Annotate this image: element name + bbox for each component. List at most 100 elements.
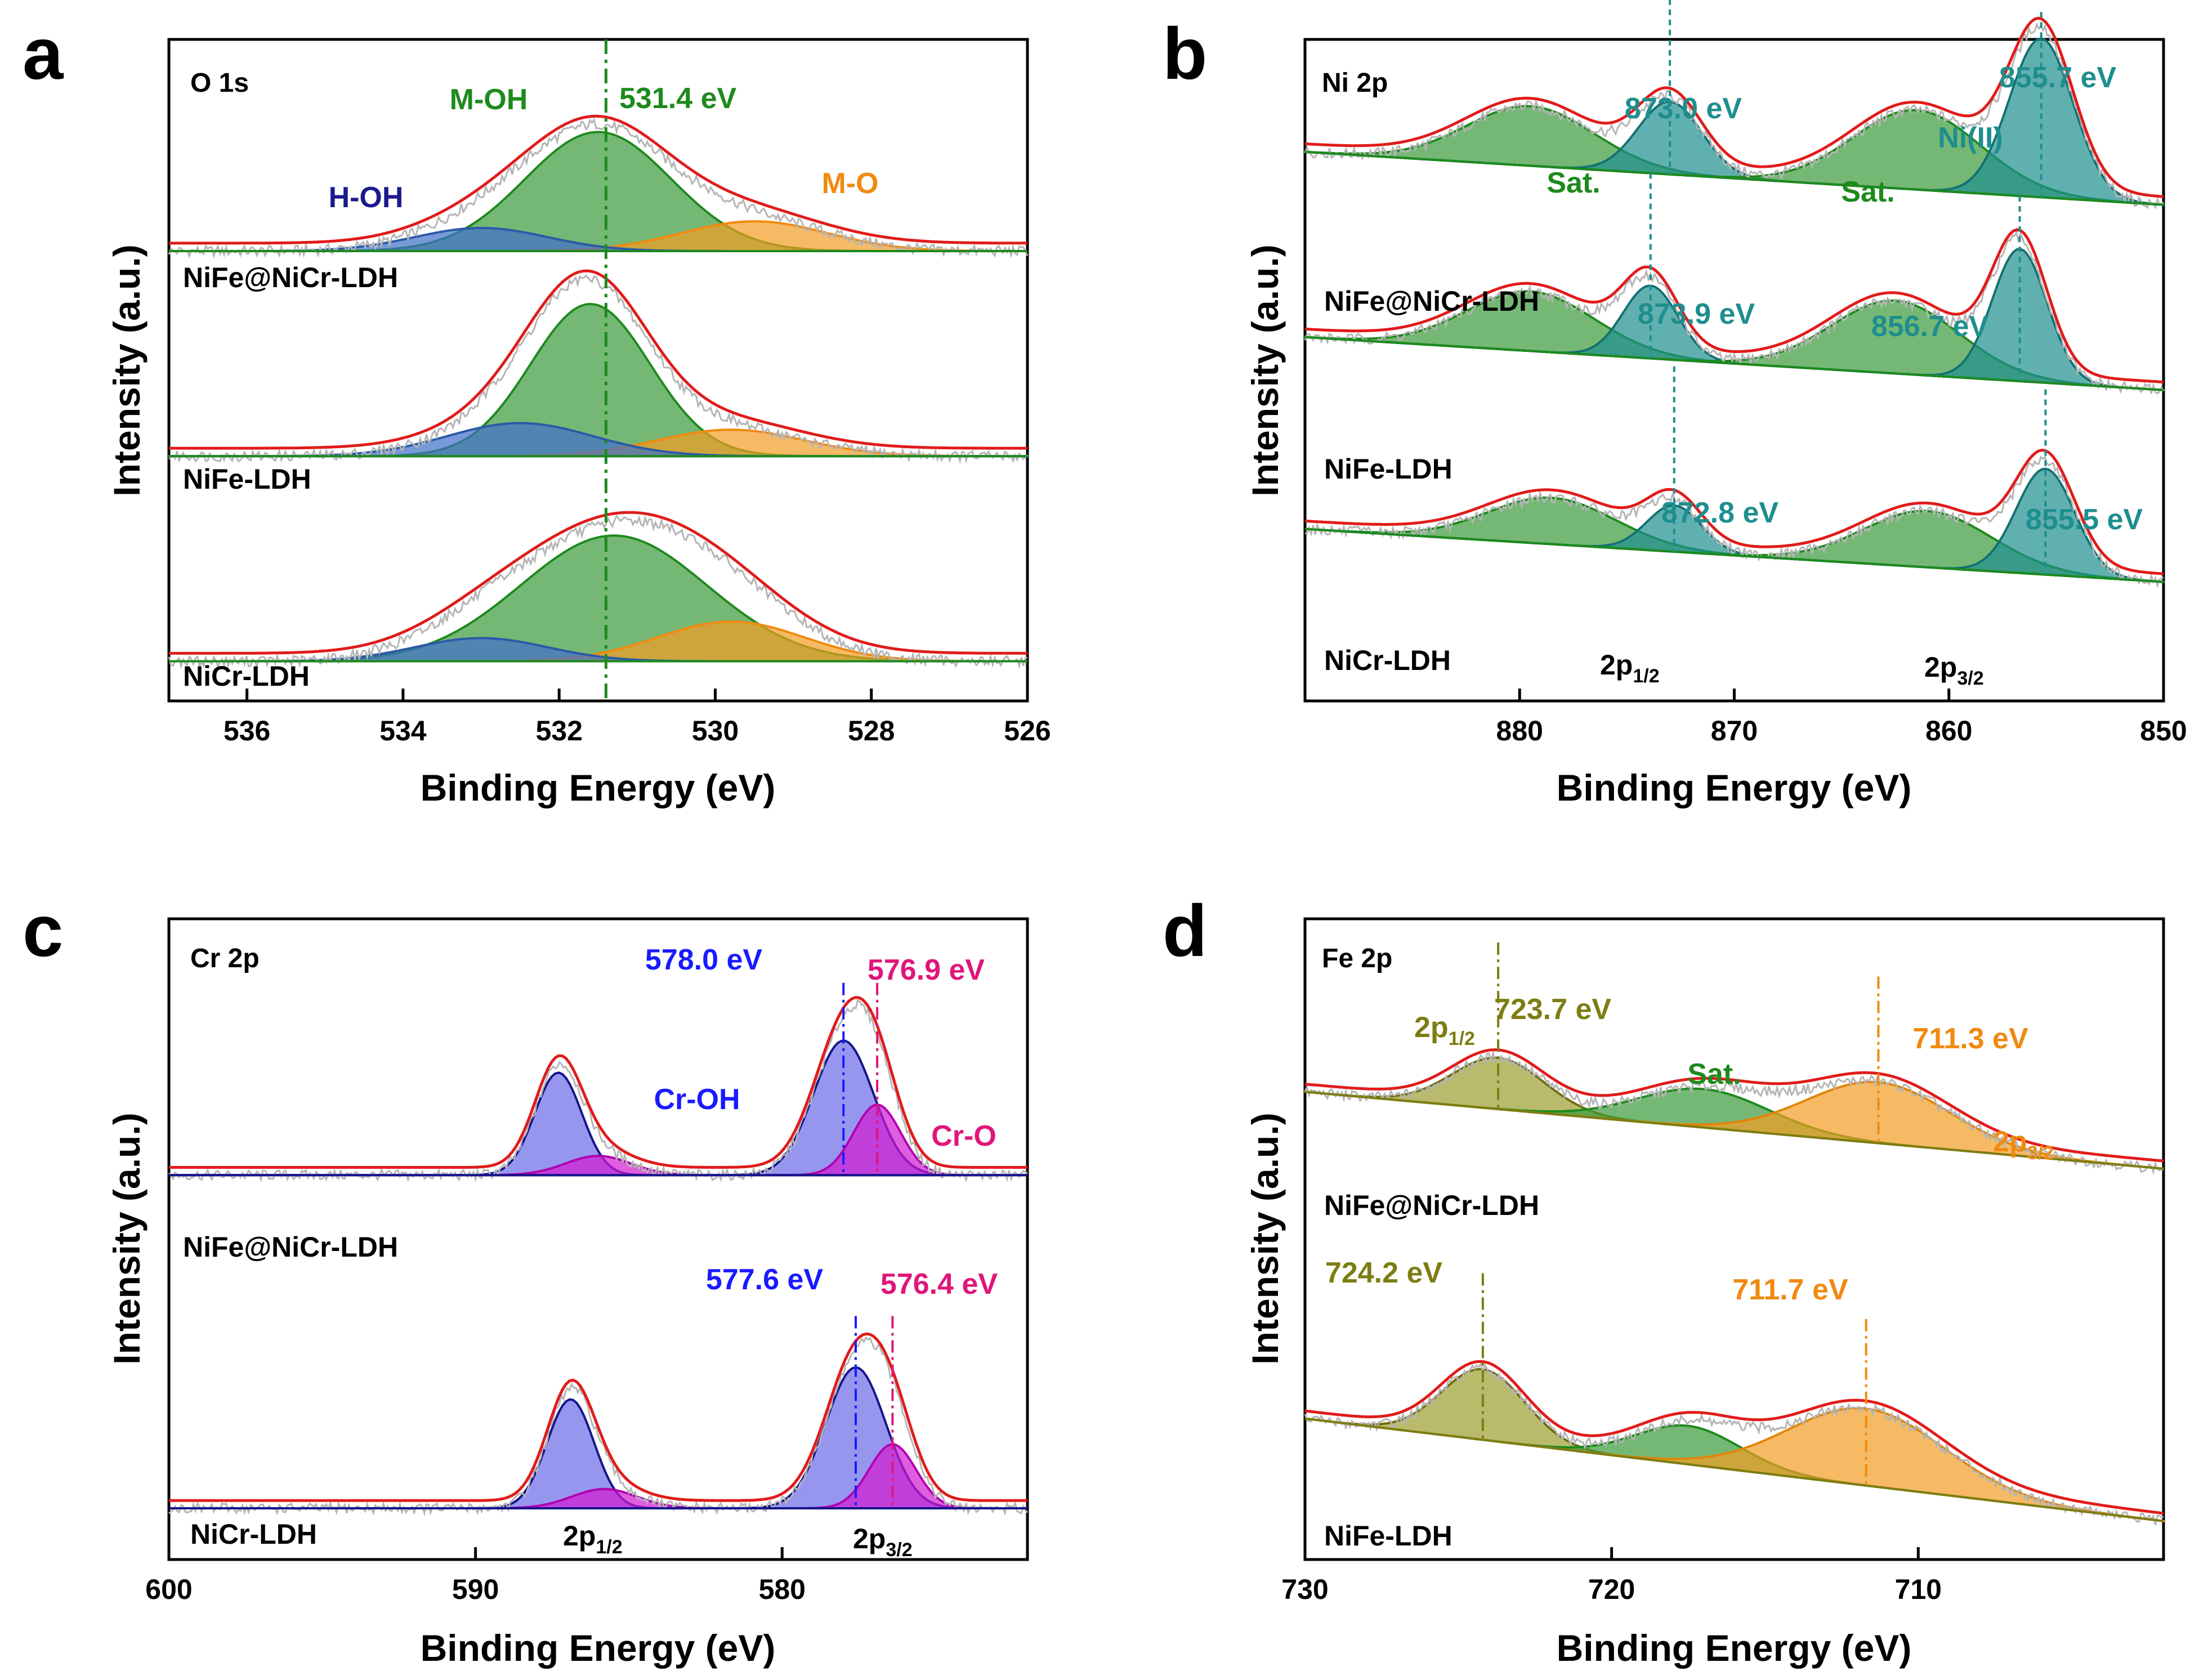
y-axis-label-a: Intensity (a.u.) [106, 244, 148, 496]
plot-frame-a [167, 38, 1029, 703]
label-ref-energy: 531.4 eV [619, 82, 736, 115]
x-tick-label-a-1: 536 [224, 715, 270, 747]
energy-label-c-4: 576.4 eV [881, 1268, 998, 1301]
raw-data-d-2 [1304, 1362, 2164, 1526]
raw-data-b-3 [1304, 455, 2164, 589]
envelope-c-1 [169, 995, 1027, 1169]
sample-label-d-2: NiFe-LDH [1324, 1520, 1452, 1552]
spin-label-c-1: 2p1/2 [563, 1520, 623, 1558]
x-tick-label-d-2: 720 [1588, 1574, 1635, 1605]
envelope-b-3 [1304, 448, 2164, 575]
x-tick-label-a-4: 530 [692, 715, 739, 747]
x-axis-label-d: Binding Energy (eV) [1557, 1627, 1912, 1669]
sample-label-c-2: NiCr-LDH [190, 1518, 317, 1550]
x-tick-label-a-3: 532 [535, 715, 582, 747]
baseline-d-1 [1304, 1091, 2164, 1170]
panel-a-o1s: a 536 534 532 530 528 526 O 1s M-OH 531.4 eV … [23, 12, 1051, 808]
energy-label-d-3: 724.2 eV [1325, 1257, 1442, 1289]
plot-area-b: 880 870 860 850 [1304, 0, 2187, 747]
panel-title-a: O 1s [190, 68, 249, 98]
energy-label-b-2: 855.7 eV [1999, 61, 2116, 94]
raw-data-b-1 [1304, 22, 2164, 210]
label-m-o: M-O [821, 167, 878, 200]
sample-label-a-2: NiFe-LDH [183, 463, 311, 495]
raw-data-b-2 [1304, 230, 2165, 395]
raw-data-a-1 [168, 117, 1029, 260]
sample-label-b-1: NiFe@NiCr-LDH [1324, 285, 1539, 317]
x-tick-label-a-6: 526 [1004, 715, 1051, 747]
baseline-d-2 [1304, 1417, 2164, 1522]
x-tick-label-d-3: 710 [1895, 1574, 1942, 1605]
panel-b-ni2p: b 880 870 860 850 Ni 2p Sat. Sat. Ni(II) 87… [1163, 0, 2187, 808]
energy-label-c-2: 576.9 eV [868, 954, 985, 986]
sample-label-c-1: NiFe@NiCr-LDH [183, 1231, 398, 1263]
envelope-a-1 [169, 114, 1028, 245]
x-tick-label-d-1: 730 [1281, 1574, 1328, 1605]
envelope-b-1 [1304, 16, 2164, 198]
spin-label-b-1: 2p1/2 [1600, 649, 1660, 687]
label-m-oh: M-OH [450, 83, 528, 116]
spin-label-c-2: 2p3/2 [853, 1523, 913, 1561]
raw-data-d-1 [1304, 1049, 2164, 1175]
peak-a-1-1 [169, 131, 1027, 252]
plot-frame-c [167, 917, 1029, 1561]
energy-label-b-1: 873.0 eV [1625, 92, 1742, 125]
energy-label-d-2: 711.3 eV [1912, 1022, 2028, 1055]
x-axis-label-b: Binding Energy (eV) [1557, 767, 1912, 808]
label-h-oh: H-OH [329, 181, 404, 214]
envelope-d-2 [1304, 1360, 2164, 1515]
raw-data-a-3 [168, 515, 1028, 669]
energy-label-b-4: 856.7 eV [1871, 310, 1988, 343]
y-axis-label-d: Intensity (a.u.) [1244, 1112, 1286, 1364]
plot-area-a: 536 534 532 530 528 526 [168, 39, 1051, 747]
plot-frame-d [1303, 917, 2165, 1561]
panel-title-c: Cr 2p [190, 944, 260, 973]
envelope-d-1 [1304, 1048, 2164, 1163]
baseline-b-2 [1304, 336, 2164, 391]
energy-label-c-3: 577.6 eV [706, 1263, 823, 1296]
panel-letter-b: b [1163, 12, 1207, 95]
energy-label-b-3: 873.9 eV [1638, 298, 1755, 330]
spin-label-d-2: 2p3/2 [1993, 1125, 2054, 1164]
panel-title-d: Fe 2p [1322, 944, 1392, 973]
sample-label-a-3: NiCr-LDH [183, 660, 310, 692]
label-sat-2: Sat. [1841, 176, 1894, 208]
x-tick-label-a-5: 528 [848, 715, 895, 747]
panel-letter-c: c [23, 890, 63, 972]
energy-label-d-1: 723.7 eV [1494, 993, 1611, 1026]
panel-title-b: Ni 2p [1322, 68, 1388, 98]
spin-label-b-2: 2p3/2 [1924, 651, 1984, 689]
envelope-c-2 [169, 1332, 1027, 1502]
sample-label-d-1: NiFe@NiCr-LDH [1324, 1190, 1539, 1221]
peak-a-3-1 [169, 534, 1027, 663]
peak-a-2-1 [168, 302, 1029, 458]
x-tick-label-c-2: 590 [452, 1574, 499, 1605]
label-ni-ii: Ni(II) [1938, 122, 2003, 154]
x-tick-label-a-2: 534 [379, 715, 427, 747]
x-tick-label-c-1: 600 [145, 1574, 192, 1605]
sample-label-a-1: NiFe@NiCr-LDH [183, 262, 398, 293]
energy-label-b-6: 855.5 eV [2026, 503, 2143, 536]
plot-area-c: 600 590 580 [145, 982, 1029, 1605]
x-tick-label-b-4: 850 [2140, 715, 2187, 747]
label-cr-o: Cr-O [931, 1120, 996, 1152]
energy-label-d-4: 711.7 eV [1732, 1274, 1848, 1306]
envelope-a-3 [169, 511, 1027, 655]
sample-label-b-3: NiCr-LDH [1324, 645, 1451, 676]
x-tick-label-c-3: 580 [759, 1574, 806, 1605]
baseline-b-3 [1304, 528, 2164, 583]
energy-label-c-1: 578.0 eV [645, 944, 762, 976]
panel-letter-d: d [1163, 890, 1207, 972]
x-tick-label-b-3: 860 [1925, 715, 1972, 747]
panel-letter-a: a [23, 12, 64, 95]
panel-d-fe2p: d 730 720 710 Fe 2p 2p1/2 723.7 eV Sat. 71… [1163, 890, 2165, 1669]
x-axis-label-a: Binding Energy (eV) [421, 767, 776, 808]
energy-label-b-5: 872.8 eV [1661, 497, 1778, 529]
sample-label-b-2: NiFe-LDH [1324, 453, 1452, 485]
x-axis-label-c: Binding Energy (eV) [421, 1627, 776, 1669]
y-axis-label-c: Intensity (a.u.) [106, 1112, 148, 1364]
plot-area-d: 730 720 710 [1281, 942, 2165, 1605]
x-tick-label-b-2: 870 [1711, 715, 1758, 747]
panel-c-cr2p: c 600 590 580 Cr 2p 578.0 eV 576.9 eV Cr-O… [23, 890, 1029, 1669]
